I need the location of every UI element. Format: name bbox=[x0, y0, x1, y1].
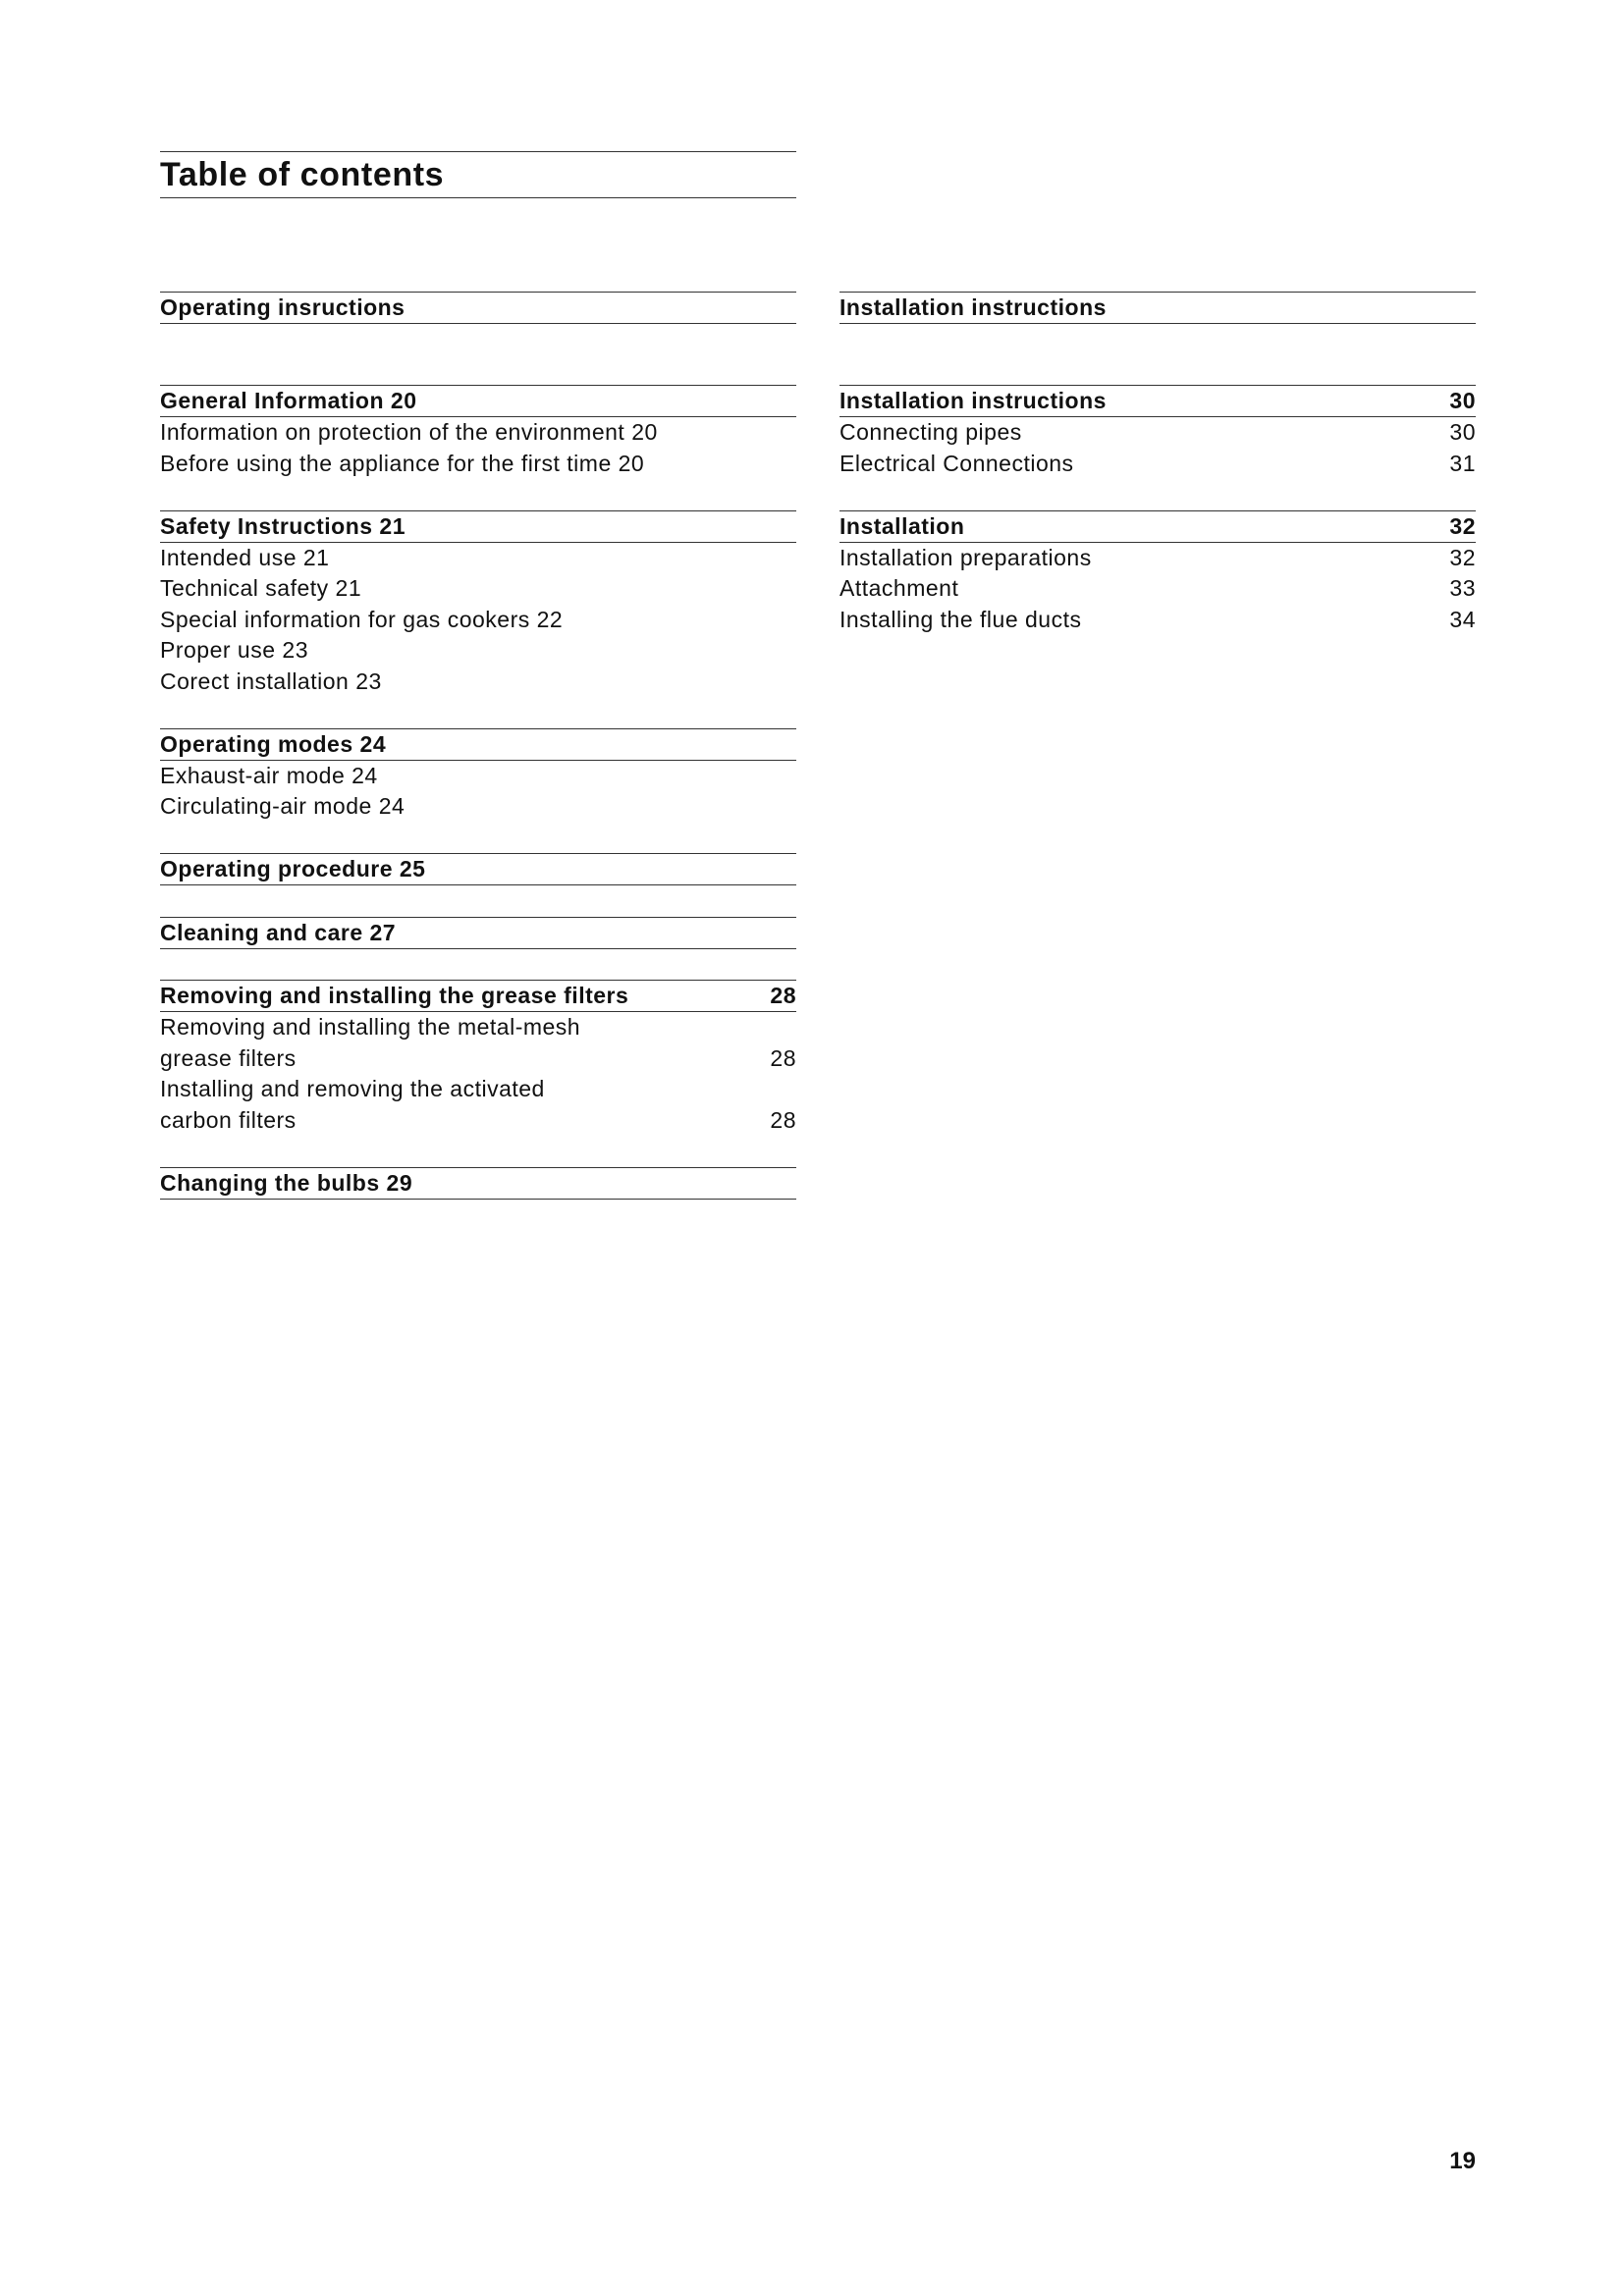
toc-section: Installation instructions 30 Connecting pi… bbox=[839, 385, 1476, 479]
section-heading[interactable]: Cleaning and care 27 bbox=[160, 916, 796, 949]
entry-title: Installing and removing the activated bbox=[160, 1076, 545, 1101]
page-number: 19 bbox=[1449, 2148, 1476, 2174]
entry-title: Installation preparations bbox=[839, 544, 1092, 570]
toc-entry[interactable]: Proper use 23 bbox=[160, 635, 796, 667]
toc-entry[interactable]: Installing the flue ducts 34 bbox=[839, 605, 1476, 636]
page-title: Table of contents bbox=[160, 156, 445, 193]
toc-entry[interactable]: Electrical Connections 31 bbox=[839, 449, 1476, 480]
section-title: Safety Instructions 21 bbox=[160, 512, 406, 539]
entry-page: 33 bbox=[1449, 575, 1476, 601]
section-page: 30 bbox=[1449, 388, 1476, 413]
toc-section: Removing and installing the grease filte… bbox=[160, 980, 796, 1136]
toc-entry[interactable]: Installation preparations 32 bbox=[839, 543, 1476, 574]
section-heading[interactable]: Safety Instructions 21 bbox=[160, 509, 796, 543]
toc-entry[interactable]: Installing and removing the activated bbox=[160, 1074, 796, 1105]
toc-entry[interactable]: grease filters 28 bbox=[160, 1043, 796, 1075]
section-heading[interactable]: Changing the bulbs 29 bbox=[160, 1166, 796, 1200]
operating-instructions-column: Operating insructions General Informatio… bbox=[160, 292, 796, 1230]
toc-entry[interactable]: Connecting pipes 30 bbox=[839, 417, 1476, 449]
section-heading[interactable]: Installation instructions 30 bbox=[839, 385, 1476, 417]
entry-title: Installing the flue ducts bbox=[839, 606, 1082, 632]
section-heading[interactable]: Operating modes 24 bbox=[160, 727, 796, 761]
toc-entry[interactable]: Information on protection of the environ… bbox=[160, 417, 796, 449]
entry-page: 31 bbox=[1449, 450, 1476, 476]
toc-section: Installation 32 Installation preparations 3… bbox=[839, 509, 1476, 636]
toc-entry[interactable]: Removing and installing the metal-mesh bbox=[160, 1012, 796, 1043]
entry-title: Electrical Connections bbox=[839, 450, 1074, 476]
toc-section: Safety Instructions 21 Intended use 21 Tec… bbox=[160, 509, 796, 698]
installation-instructions-column: Installation instructions Installation i… bbox=[839, 292, 1476, 667]
toc-entry[interactable]: Attachment 33 bbox=[839, 573, 1476, 605]
section-title: Cleaning and care 27 bbox=[160, 919, 397, 945]
entry-title: Connecting pipes bbox=[839, 419, 1022, 445]
toc-entry[interactable]: Intended use 21 bbox=[160, 543, 796, 574]
entry-title: Information on protection of the environ… bbox=[160, 419, 658, 445]
toc-entry[interactable]: Exhaust-air mode 24 bbox=[160, 761, 796, 792]
toc-section: Operating procedure 25 bbox=[160, 853, 796, 885]
entry-title: Corect installation 23 bbox=[160, 667, 382, 694]
section-title: Operating procedure 25 bbox=[160, 856, 426, 881]
section-title: Changing the bulbs 29 bbox=[160, 1169, 413, 1196]
toc-entry[interactable]: Before using the appliance for the first… bbox=[160, 449, 796, 480]
entry-page: 32 bbox=[1449, 544, 1476, 570]
section-heading[interactable]: Operating procedure 25 bbox=[160, 853, 796, 885]
part-heading: Operating insructions bbox=[160, 292, 796, 324]
title-block: Table of contents bbox=[160, 151, 796, 198]
entry-page: 28 bbox=[770, 1106, 796, 1133]
toc-entry[interactable]: Special information for gas cookers 22 bbox=[160, 605, 796, 636]
section-page: 32 bbox=[1449, 512, 1476, 539]
entry-page: 30 bbox=[1449, 419, 1476, 445]
toc-entry[interactable]: carbon filters 28 bbox=[160, 1105, 796, 1137]
entry-title: Removing and installing the metal-mesh bbox=[160, 1014, 581, 1040]
section-title: Operating modes 24 bbox=[160, 730, 387, 757]
section-page: 28 bbox=[770, 983, 796, 1008]
section-heading[interactable]: Removing and installing the grease filte… bbox=[160, 980, 796, 1012]
entry-page: 34 bbox=[1449, 606, 1476, 632]
entry-title: carbon filters bbox=[160, 1106, 297, 1133]
toc-entry[interactable]: Corect installation 23 bbox=[160, 667, 796, 698]
section-heading[interactable]: Installation 32 bbox=[839, 509, 1476, 543]
section-heading[interactable]: General Information 20 bbox=[160, 385, 796, 417]
section-title: Installation instructions bbox=[839, 388, 1107, 413]
part-heading: Installation instructions bbox=[839, 292, 1476, 324]
entry-title: Special information for gas cookers 22 bbox=[160, 606, 564, 632]
section-title: Removing and installing the grease filte… bbox=[160, 983, 629, 1008]
entry-title: Intended use 21 bbox=[160, 544, 330, 570]
toc-section: Operating modes 24 Exhaust-air mode 24 Cir… bbox=[160, 727, 796, 823]
section-title: Installation bbox=[839, 512, 965, 539]
entry-title: Before using the appliance for the first… bbox=[160, 450, 645, 476]
entry-title: Exhaust-air mode 24 bbox=[160, 762, 378, 788]
toc-section: General Information 20 Information on pro… bbox=[160, 385, 796, 479]
toc-section: Cleaning and care 27 bbox=[160, 916, 796, 949]
section-title: General Information 20 bbox=[160, 388, 417, 413]
entry-title: grease filters bbox=[160, 1044, 297, 1071]
entry-page: 28 bbox=[770, 1044, 796, 1071]
entry-title: Attachment bbox=[839, 575, 959, 601]
toc-entry[interactable]: Technical safety 21 bbox=[160, 573, 796, 605]
entry-title: Proper use 23 bbox=[160, 637, 308, 663]
toc-section: Changing the bulbs 29 bbox=[160, 1166, 796, 1200]
toc-entry[interactable]: Circulating-air mode 24 bbox=[160, 791, 796, 823]
entry-title: Circulating-air mode 24 bbox=[160, 793, 406, 819]
entry-title: Technical safety 21 bbox=[160, 575, 362, 601]
